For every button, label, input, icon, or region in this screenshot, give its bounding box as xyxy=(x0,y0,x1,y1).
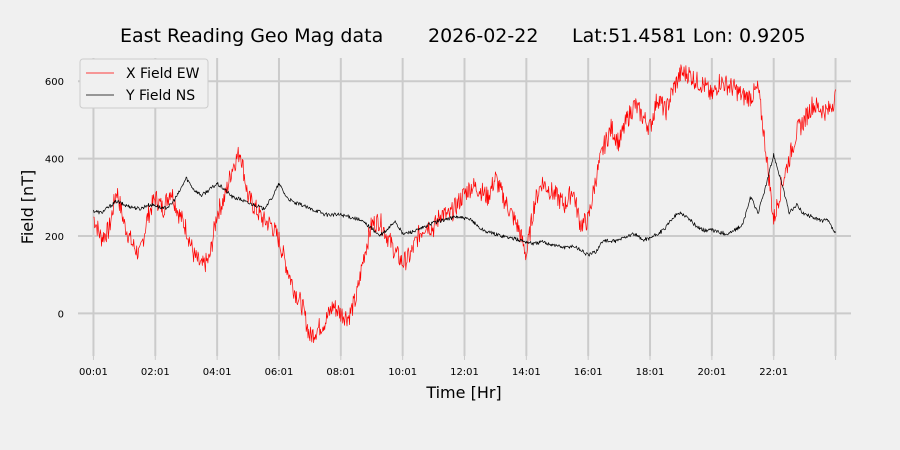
x-tick-label: 22:01 xyxy=(759,367,788,378)
legend-label-y-field: Y Field NS xyxy=(125,88,195,104)
x-tick-label: 20:01 xyxy=(697,367,726,378)
y-tick-labels: 0 200 400 600 xyxy=(45,77,64,320)
title-coords: Lat:51.4581 Lon: 0.9205 xyxy=(572,25,806,47)
y-tick-label: 0 xyxy=(58,309,64,320)
chart-title: East Reading Geo Mag data 2026-02-22 Lat… xyxy=(120,25,806,47)
x-tick-label: 08:01 xyxy=(326,367,355,378)
x-tick-label: 16:01 xyxy=(574,367,603,378)
x-axis-label: Time [Hr] xyxy=(425,383,501,402)
x-tick-label: 10:01 xyxy=(388,367,417,378)
legend-label-x-field: X Field EW xyxy=(126,66,200,82)
y-tick-label: 600 xyxy=(45,77,64,88)
x-tick-label: 04:01 xyxy=(203,367,232,378)
series-line-1 xyxy=(93,153,836,257)
title-date: 2026-02-22 xyxy=(428,25,538,47)
series-line-0 xyxy=(93,64,836,344)
legend: X Field EW Y Field NS xyxy=(79,58,209,109)
y-tick-label: 400 xyxy=(45,155,64,166)
x-tick-label: 00:01 xyxy=(79,367,108,378)
x-tick-label: 06:01 xyxy=(265,367,294,378)
x-tick-label: 12:01 xyxy=(450,367,479,378)
title-name: East Reading Geo Mag data xyxy=(120,25,383,47)
x-tick-label: 18:01 xyxy=(636,367,665,378)
x-tick-labels: 00:01 02:01 04:01 06:01 08:01 10:01 12:01 14:01… xyxy=(79,367,788,378)
legend-box xyxy=(79,58,209,109)
y-axis-label: Field [nT] xyxy=(18,170,37,244)
x-tick-label: 14:01 xyxy=(512,367,541,378)
plot-series xyxy=(93,64,836,344)
y-tick-label: 200 xyxy=(45,232,64,243)
x-tick-label: 02:01 xyxy=(141,367,170,378)
